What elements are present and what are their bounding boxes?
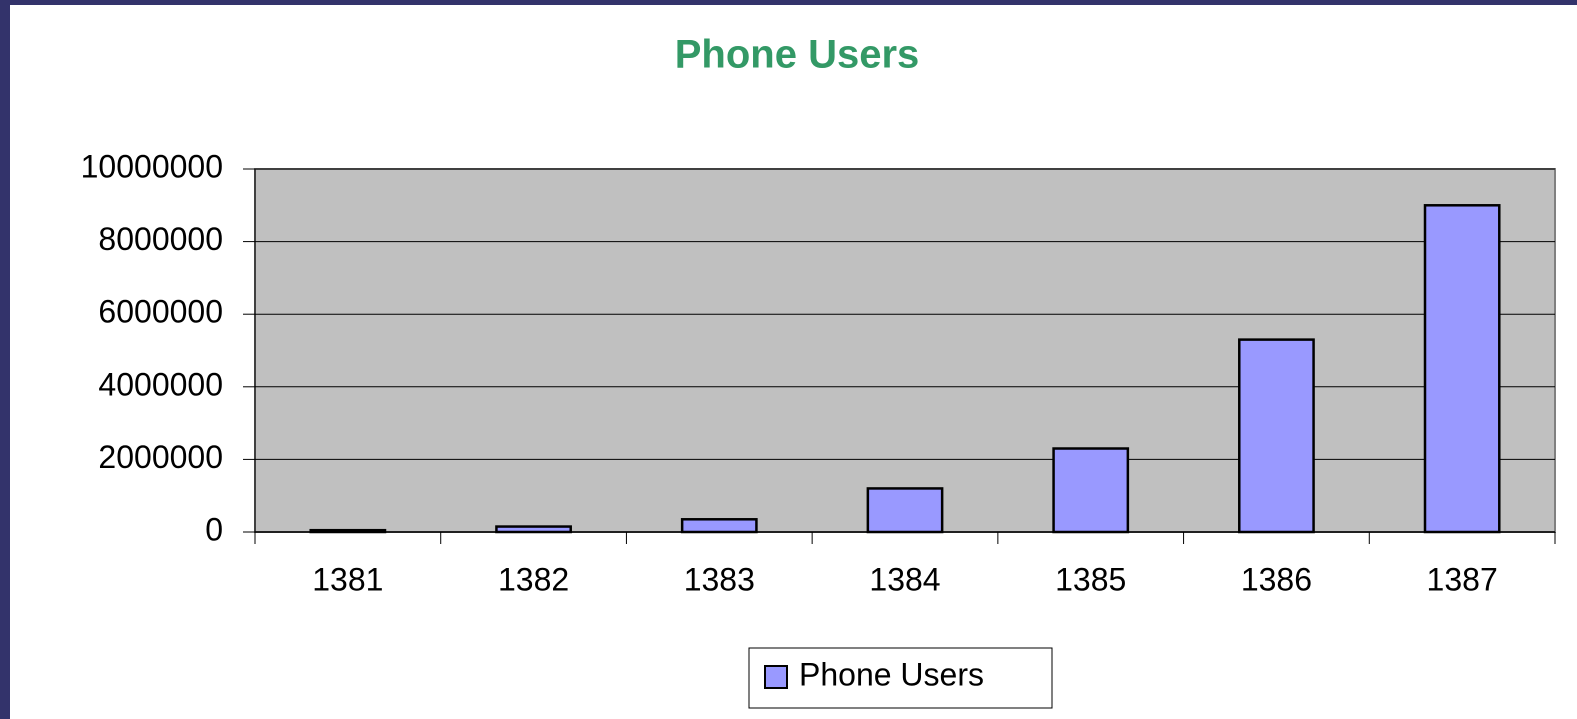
chart-title: Phone Users: [675, 33, 920, 77]
bar: [1052, 447, 1130, 534]
x-tick-label: 1385: [1055, 561, 1126, 597]
y-tick-label: 2000000: [98, 439, 223, 475]
y-tick-label: 8000000: [98, 221, 223, 257]
plot-area: [254, 168, 1556, 533]
y-tick-label: 10000000: [81, 148, 223, 184]
x-tick-label: 1386: [1241, 561, 1312, 597]
y-tick-label: 4000000: [98, 366, 223, 402]
bar: [309, 528, 387, 534]
y-tick-label: 0: [205, 511, 223, 547]
bar: [1423, 204, 1501, 534]
x-tick-label: 1384: [869, 561, 940, 597]
y-tick-label: 6000000: [98, 294, 223, 330]
bar: [495, 525, 572, 534]
legend-label: Phone Users: [799, 656, 984, 692]
x-tick-label: 1381: [312, 561, 383, 597]
x-tick-label: 1382: [498, 561, 569, 597]
bar: [866, 487, 944, 534]
bar: [1238, 338, 1315, 534]
bar: [680, 518, 758, 534]
x-tick-label: 1387: [1427, 561, 1498, 597]
legend-swatch: [764, 665, 788, 689]
x-tick-label: 1383: [684, 561, 755, 597]
legend-box: [748, 647, 1053, 709]
